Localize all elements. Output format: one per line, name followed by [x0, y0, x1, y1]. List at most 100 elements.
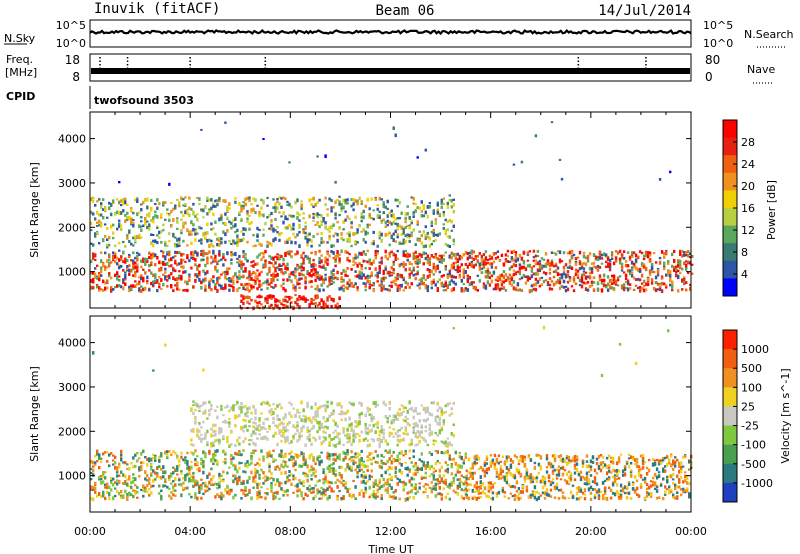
heatmap-cell	[266, 295, 269, 298]
heatmap-cell	[438, 270, 441, 274]
heatmap-cell	[564, 289, 568, 293]
heatmap-cell	[350, 244, 353, 248]
heatmap-cell	[538, 284, 542, 288]
heatmap-cell	[96, 225, 99, 227]
heatmap-cell	[606, 288, 610, 292]
heatmap-cell	[222, 230, 225, 234]
heatmap-cell	[194, 458, 197, 462]
heatmap-cell	[102, 490, 105, 495]
heatmap-cell	[526, 251, 530, 255]
heatmap-cell	[100, 457, 103, 460]
heatmap-cell	[98, 219, 101, 224]
heatmap-cell	[440, 254, 443, 258]
heatmap-cell	[134, 270, 137, 275]
heatmap-cell	[202, 250, 205, 255]
heatmap-cell	[160, 467, 163, 471]
heatmap-cell	[100, 495, 103, 499]
heatmap-cell	[526, 277, 530, 282]
heatmap-cell	[412, 202, 415, 205]
heatmap-cell	[252, 207, 255, 212]
heatmap-cell	[324, 431, 327, 434]
heatmap-cell	[174, 255, 177, 258]
heatmap-cell	[194, 279, 197, 283]
heatmap-cell	[226, 252, 229, 256]
heatmap-cell	[340, 202, 343, 207]
heatmap-cell	[348, 466, 351, 470]
heatmap-cell	[442, 487, 445, 490]
heatmap-cell	[402, 276, 405, 279]
heatmap-cell	[154, 253, 157, 258]
heatmap-cell	[340, 497, 343, 500]
heatmap-cell	[238, 274, 241, 277]
heatmap-cell	[110, 261, 113, 264]
heatmap-cell	[408, 469, 411, 473]
heatmap-cell	[116, 271, 119, 276]
heatmap-cell	[614, 250, 618, 253]
heatmap-cell	[248, 488, 251, 493]
heatmap-cell	[226, 277, 229, 281]
heatmap-cell	[326, 487, 329, 491]
heatmap-cell	[610, 282, 614, 285]
heatmap-cell	[687, 260, 690, 264]
heatmap-cell	[408, 408, 411, 411]
heatmap-cell	[296, 268, 299, 271]
heatmap-cell	[132, 218, 135, 222]
heatmap-cell	[442, 213, 445, 217]
heatmap-cell	[416, 206, 419, 209]
heatmap-cell	[562, 285, 566, 289]
heatmap-cell	[258, 492, 261, 496]
heatmap-cell	[242, 480, 245, 483]
heatmap-cell	[328, 480, 331, 484]
heatmap-cell	[294, 253, 297, 256]
heatmap-cell	[506, 276, 510, 280]
heatmap-cell	[408, 400, 411, 404]
heatmap-cell	[382, 280, 385, 282]
heatmap-cell	[246, 210, 249, 214]
heatmap-cell	[194, 228, 197, 231]
heatmap-cell	[294, 288, 297, 292]
heatmap-cell	[194, 420, 197, 425]
heatmap-cell	[272, 449, 275, 452]
noise-trace	[89, 29, 692, 36]
heatmap-cell	[178, 243, 181, 247]
heatmap-cell	[254, 299, 257, 303]
heatmap-cell	[368, 207, 371, 211]
heatmap-cell	[100, 251, 103, 254]
heatmap-cell	[572, 280, 576, 283]
heatmap-cell	[388, 449, 391, 453]
heatmap-cell	[250, 208, 253, 212]
heatmap-cell	[302, 257, 305, 262]
heatmap-cell	[663, 261, 666, 266]
heatmap-cell	[102, 208, 105, 211]
heatmap-cell	[198, 436, 201, 440]
heatmap-cell	[302, 298, 305, 301]
heatmap-cell	[140, 220, 143, 223]
heatmap-cell	[578, 261, 582, 266]
heatmap-cell	[562, 265, 566, 270]
heatmap-cell	[306, 255, 309, 258]
heatmap-cell	[426, 231, 429, 235]
heatmap-cell	[90, 478, 93, 481]
heatmap-cell	[326, 208, 329, 211]
heatmap-cell	[236, 415, 239, 418]
heatmap-cell	[302, 408, 305, 413]
heatmap-cell	[570, 251, 574, 254]
heatmap-cell	[334, 421, 337, 425]
heatmap-cell	[150, 256, 153, 260]
heatmap-cell	[356, 423, 359, 428]
heatmap-cell	[474, 255, 477, 258]
heatmap-cell	[324, 425, 327, 428]
heatmap-cell	[540, 257, 544, 260]
heatmap-cell	[288, 401, 291, 404]
heatmap-cell	[286, 429, 289, 432]
heatmap-cell	[230, 443, 233, 446]
heatmap-cell	[444, 440, 447, 445]
heatmap-cell	[168, 265, 171, 268]
heatmap-cell	[630, 272, 634, 275]
heatmap-cell	[434, 431, 437, 434]
heatmap-cell	[404, 427, 407, 432]
heatmap-cell	[232, 463, 235, 467]
heatmap-cell	[196, 267, 199, 271]
heatmap-cell	[240, 299, 243, 303]
heatmap-cell	[286, 435, 289, 439]
